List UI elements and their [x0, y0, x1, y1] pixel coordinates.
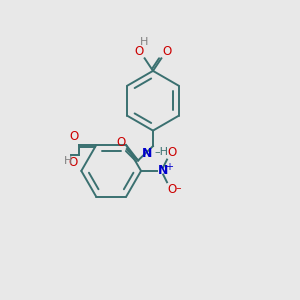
Text: +: + — [165, 162, 173, 172]
Text: O: O — [69, 130, 78, 143]
Text: H: H — [63, 156, 72, 166]
Text: –H: –H — [155, 147, 169, 157]
Text: –: – — [176, 183, 181, 193]
Text: O: O — [134, 45, 144, 58]
Text: O: O — [116, 136, 125, 148]
Text: O: O — [162, 45, 172, 58]
Text: O: O — [168, 146, 177, 159]
Text: N: N — [142, 147, 152, 160]
Text: O: O — [168, 183, 177, 196]
Text: O: O — [68, 156, 78, 169]
Text: H: H — [140, 37, 148, 47]
Text: N: N — [158, 164, 168, 177]
